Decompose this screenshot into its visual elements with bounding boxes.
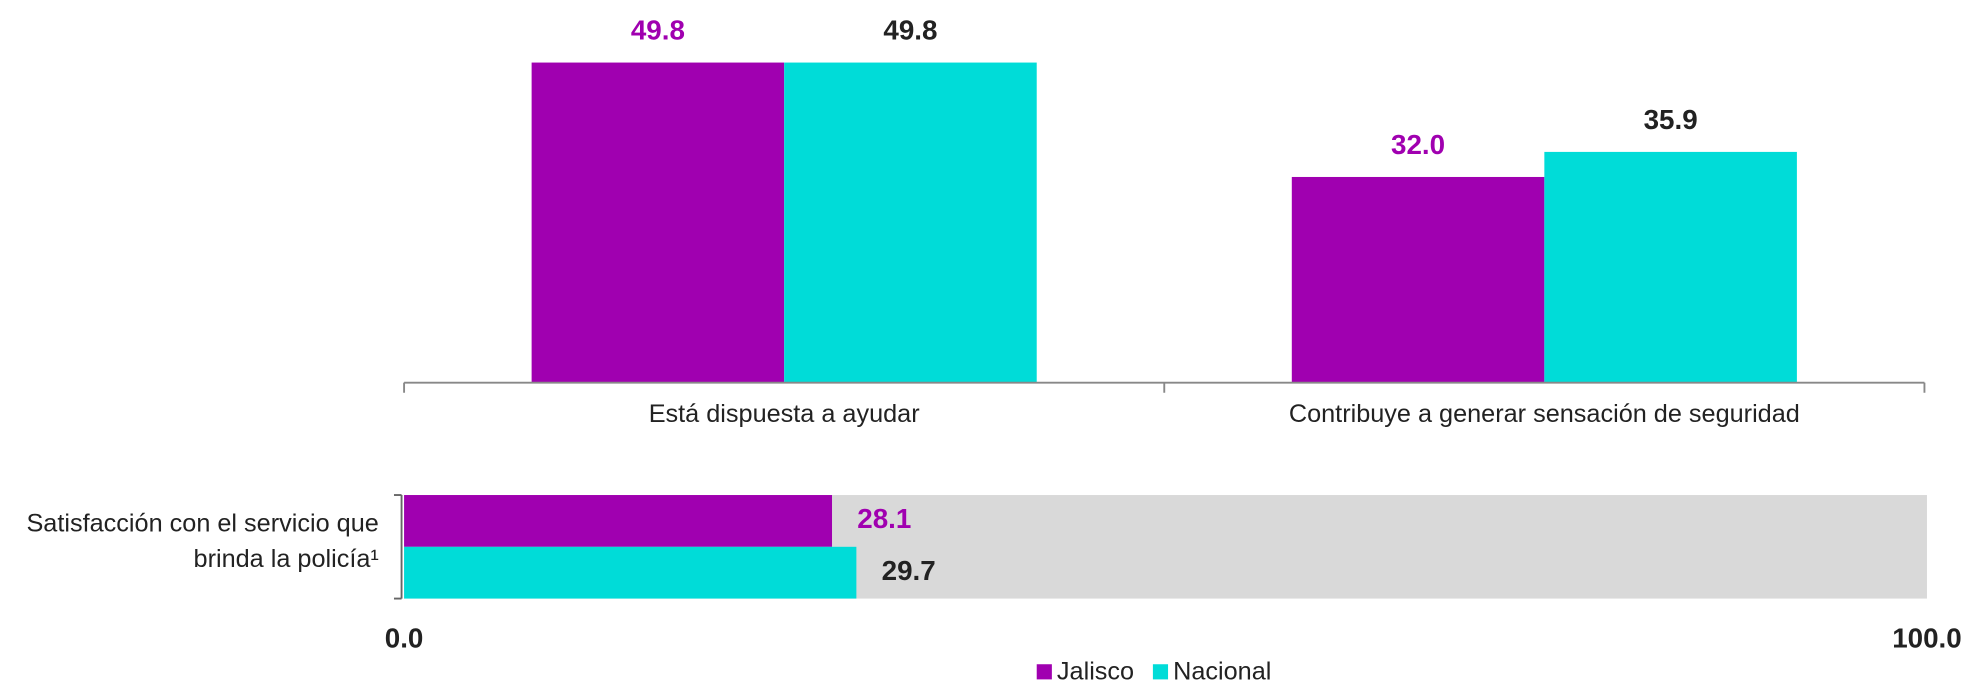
value-label: 49.8 [631,15,685,46]
value-label: 49.8 [883,15,937,46]
legend-swatch [1036,664,1052,680]
bar [404,495,833,547]
legend-swatch [1152,664,1169,680]
x-tick-label: 0.0 [385,623,424,654]
y-tick-label: Satisfacción con el servicio que brinda … [26,510,379,574]
value-label: 29.7 [882,555,936,586]
x-tick-label: Está dispuesta a ayudar [649,400,920,428]
legend-label: Jalisco [1057,658,1134,686]
legend-label: Nacional [1173,658,1271,686]
y-tick-label-text: Satisfacción con el servicio que brinda … [26,510,379,574]
bar [1291,176,1545,383]
bar [531,62,785,383]
bar [1544,151,1797,383]
value-label: 35.9 [1644,104,1698,135]
x-tick-label: Contribuye a generar sensación de seguri… [1289,400,1800,428]
value-label: 28.1 [857,503,911,534]
value-label: 32.0 [1391,129,1445,160]
bar [404,546,857,599]
bar [784,62,1037,383]
x-tick-label: 100.0 [1892,623,1961,654]
